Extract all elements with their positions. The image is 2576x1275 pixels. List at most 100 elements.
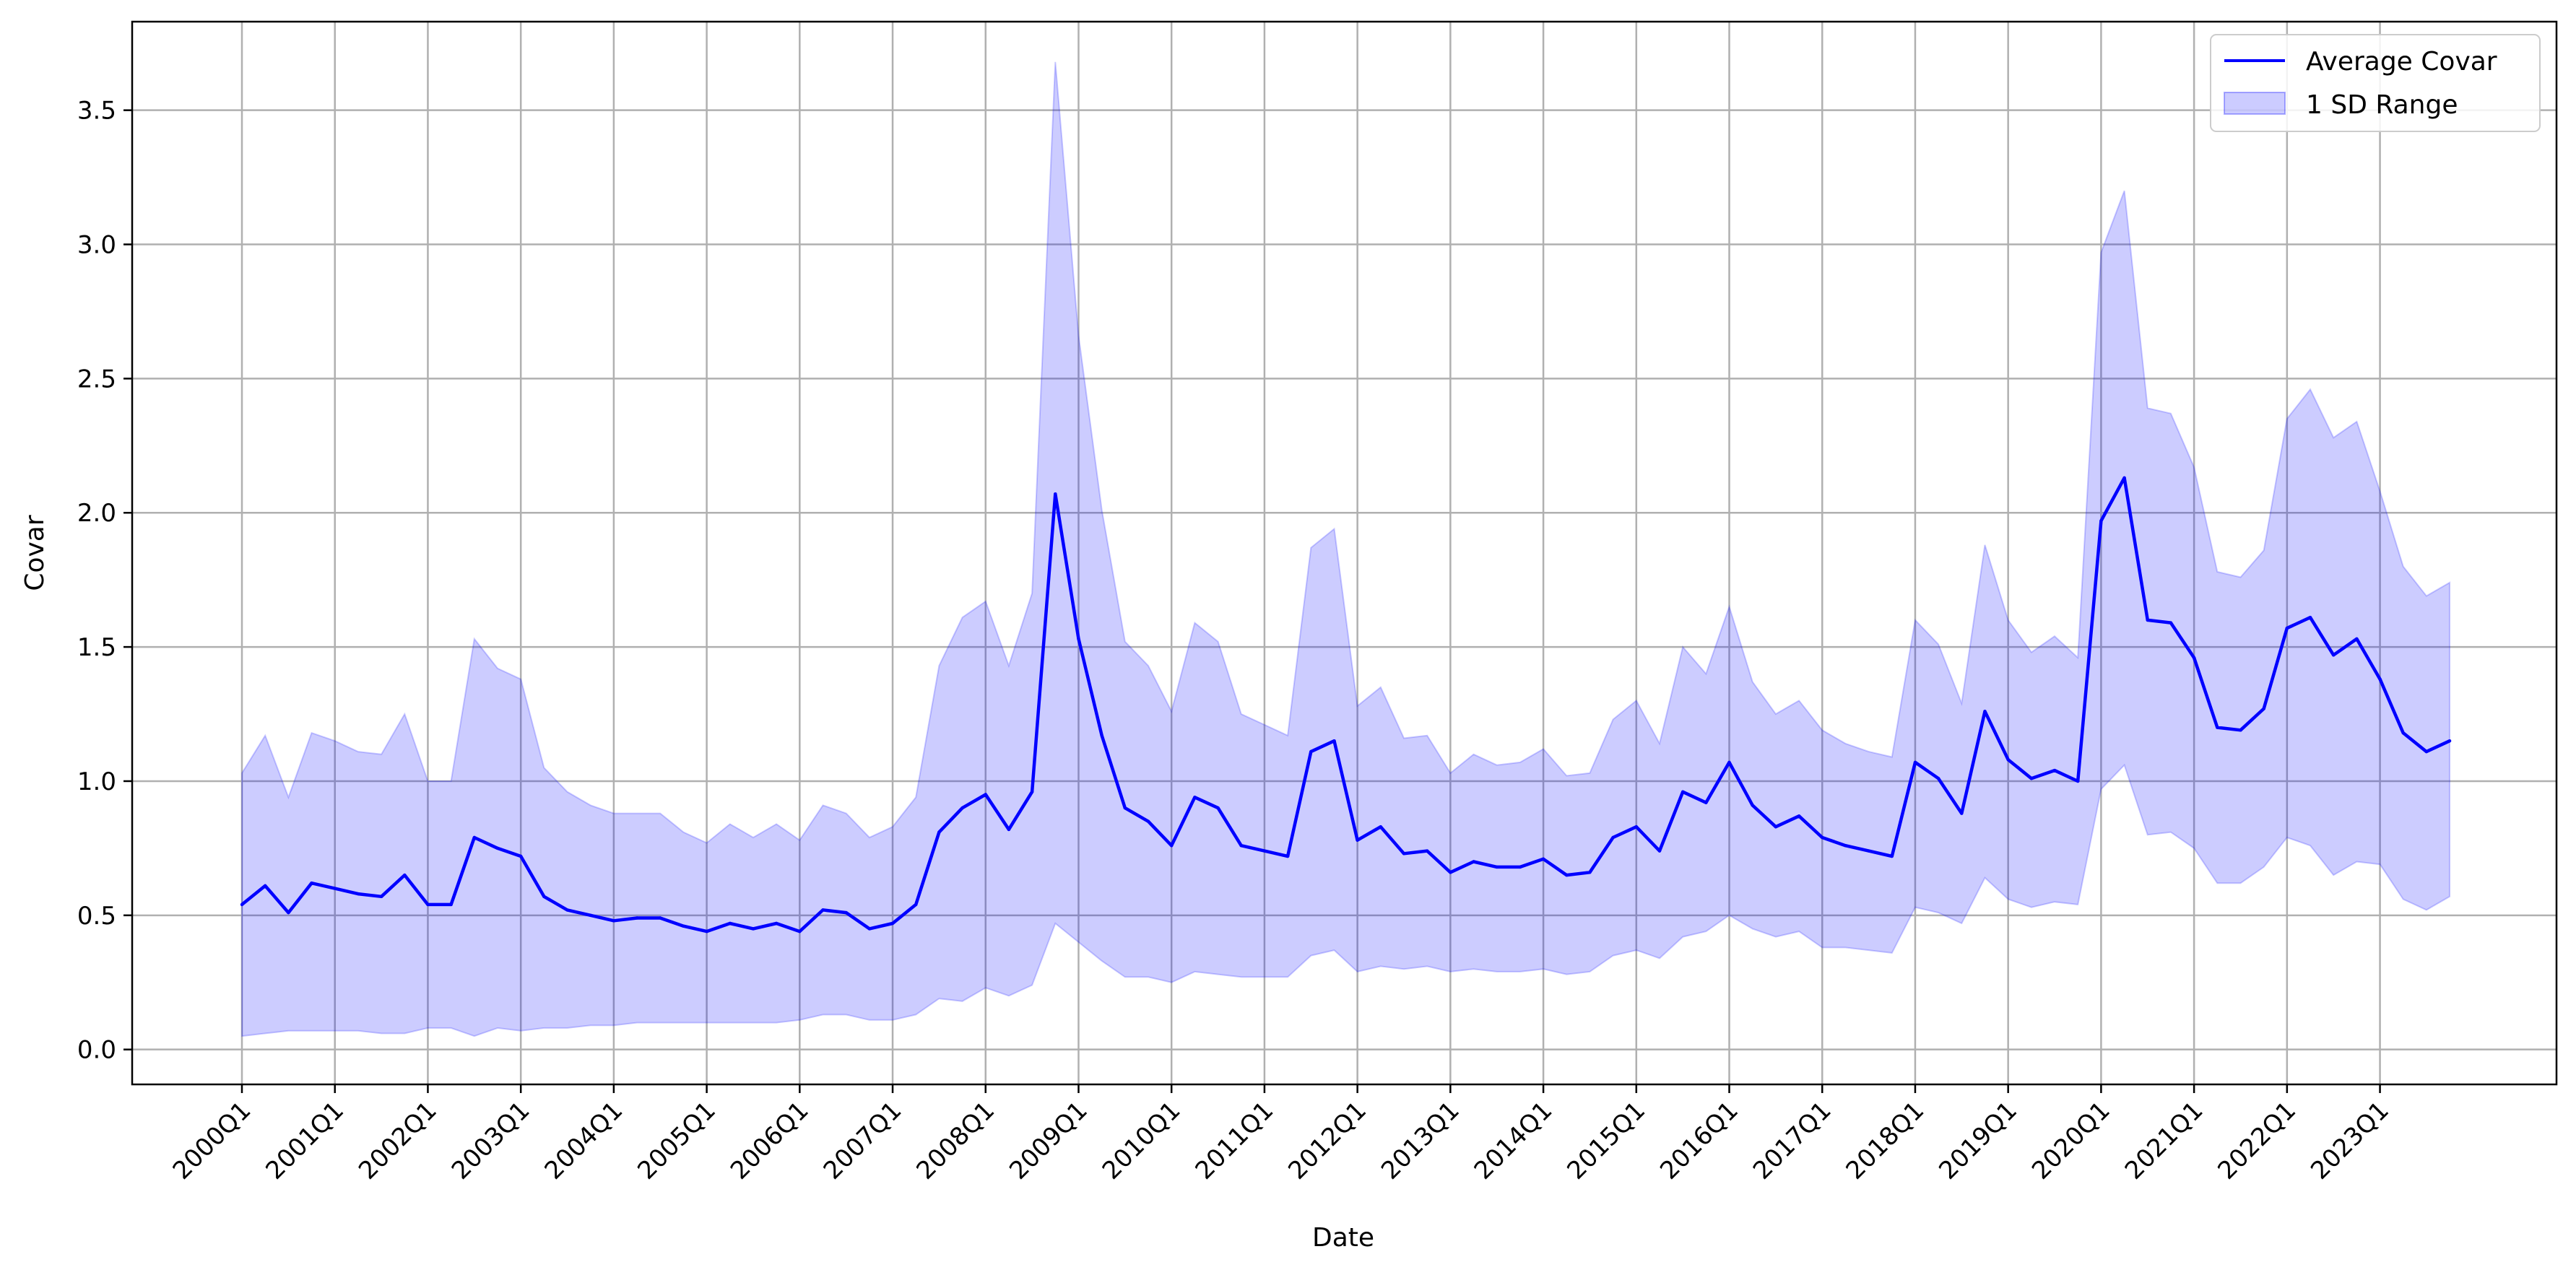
average-covar-point	[1681, 790, 1685, 794]
average-covar-point	[1007, 827, 1011, 832]
average-covar-point	[1402, 852, 1406, 856]
average-covar-point	[2355, 637, 2359, 641]
average-covar-point	[937, 830, 941, 834]
average-covar-point	[890, 921, 895, 926]
average-covar-point	[1611, 835, 1615, 840]
average-covar-point	[1565, 873, 1569, 877]
average-covar-point	[1285, 854, 1290, 858]
average-covar-point	[2239, 728, 2242, 732]
average-covar-point	[1077, 637, 1080, 641]
average-covar-point	[403, 873, 407, 877]
average-covar-point	[751, 927, 755, 931]
average-covar-point	[1634, 825, 1638, 829]
average-covar-point	[1867, 849, 1870, 853]
legend: Average Covar 1 SD Range	[2210, 34, 2541, 132]
average-covar-point	[1704, 801, 1708, 804]
average-covar-point	[1913, 760, 1917, 765]
average-covar-point	[728, 921, 732, 926]
average-covar-point	[589, 913, 592, 918]
average-covar-point	[1309, 749, 1313, 754]
average-covar-point	[264, 884, 267, 888]
plot-frame	[131, 20, 2558, 1086]
average-covar-point	[1100, 734, 1103, 737]
average-covar-point	[798, 929, 802, 934]
average-covar-point	[333, 887, 337, 890]
average-covar-line	[240, 476, 2451, 934]
average-covar-point	[2076, 779, 2080, 783]
average-covar-point	[1983, 710, 1987, 713]
average-covar-point	[1146, 819, 1150, 823]
average-covar-point	[1588, 871, 1592, 874]
average-covar-point	[914, 902, 918, 907]
average-covar-point	[472, 835, 476, 840]
average-covar-point	[1727, 760, 1731, 765]
average-covar-point	[1518, 865, 1522, 869]
average-covar-point	[960, 806, 964, 810]
average-covar-point	[1193, 796, 1197, 799]
average-covar-point	[2424, 749, 2429, 754]
average-covar-point	[612, 919, 616, 923]
y-tick-label: 3.5	[77, 97, 116, 126]
average-covar-point	[2216, 726, 2219, 729]
average-covar-point	[287, 910, 290, 915]
average-covar-point	[682, 924, 685, 928]
average-covar-point	[1797, 814, 1801, 818]
average-covar-point	[2447, 739, 2452, 743]
legend-band-swatch	[2224, 92, 2286, 115]
average-covar-point	[1495, 865, 1499, 869]
average-covar-point	[1472, 860, 1475, 863]
average-covar-point	[844, 910, 848, 915]
y-tick-label: 2.5	[77, 365, 116, 393]
y-tick-label: 3.0	[77, 231, 116, 260]
average-covar-point	[1449, 871, 1452, 874]
y-axis-title: Covar	[20, 515, 50, 591]
average-covar-point	[542, 895, 546, 899]
average-covar-point	[310, 882, 313, 885]
average-covar-point	[2006, 758, 2010, 762]
average-covar-point	[1239, 844, 1243, 848]
average-line	[240, 476, 2452, 934]
average-covar-point	[2146, 618, 2149, 622]
average-covar-point	[2262, 707, 2265, 710]
average-covar-point	[2169, 621, 2173, 625]
sd-band	[241, 61, 2451, 1037]
average-covar-point	[1890, 854, 1894, 858]
average-covar-point	[659, 916, 662, 920]
legend-label-band: 1 SD Range	[2306, 90, 2458, 120]
legend-label-average: Average Covar	[2306, 47, 2497, 77]
average-covar-point	[2308, 616, 2312, 619]
average-covar-point	[1821, 835, 1824, 840]
average-covar-point	[1774, 825, 1778, 829]
average-covar-point	[2122, 476, 2126, 480]
average-covar-point	[2192, 656, 2196, 660]
average-covar-point	[2401, 731, 2405, 735]
average-covar-point	[2378, 677, 2382, 681]
legend-frame	[2210, 34, 2541, 132]
average-covar-point	[1216, 806, 1220, 810]
average-covar-point	[356, 892, 360, 896]
average-covar-point	[1332, 739, 1336, 743]
average-covar-point	[2099, 519, 2103, 523]
average-covar-point	[495, 846, 500, 850]
average-covar-point	[1030, 790, 1034, 794]
average-covar-point	[2285, 626, 2289, 630]
average-covar-point	[1657, 849, 1662, 853]
y-tick-label: 0.5	[77, 902, 116, 931]
average-covar-point	[984, 793, 988, 796]
average-covar-point	[1960, 811, 1964, 815]
average-covar-point	[426, 902, 430, 907]
y-axis: 0.0 0.5 1.0 1.5 2.0 2.5 3.0 3.5	[77, 97, 132, 1065]
average-covar-point	[705, 929, 708, 934]
average-covar-point	[1541, 857, 1545, 861]
average-covar-point	[1751, 804, 1754, 807]
average-covar-point	[1379, 825, 1383, 829]
y-tick-label: 2.0	[77, 499, 116, 528]
average-covar-point	[1936, 777, 1940, 780]
y-tick-label: 0.0	[77, 1036, 116, 1065]
average-covar-point	[2029, 777, 2034, 780]
average-covar-point	[821, 908, 825, 912]
average-covar-point	[565, 908, 569, 912]
average-covar-point	[1426, 849, 1429, 853]
